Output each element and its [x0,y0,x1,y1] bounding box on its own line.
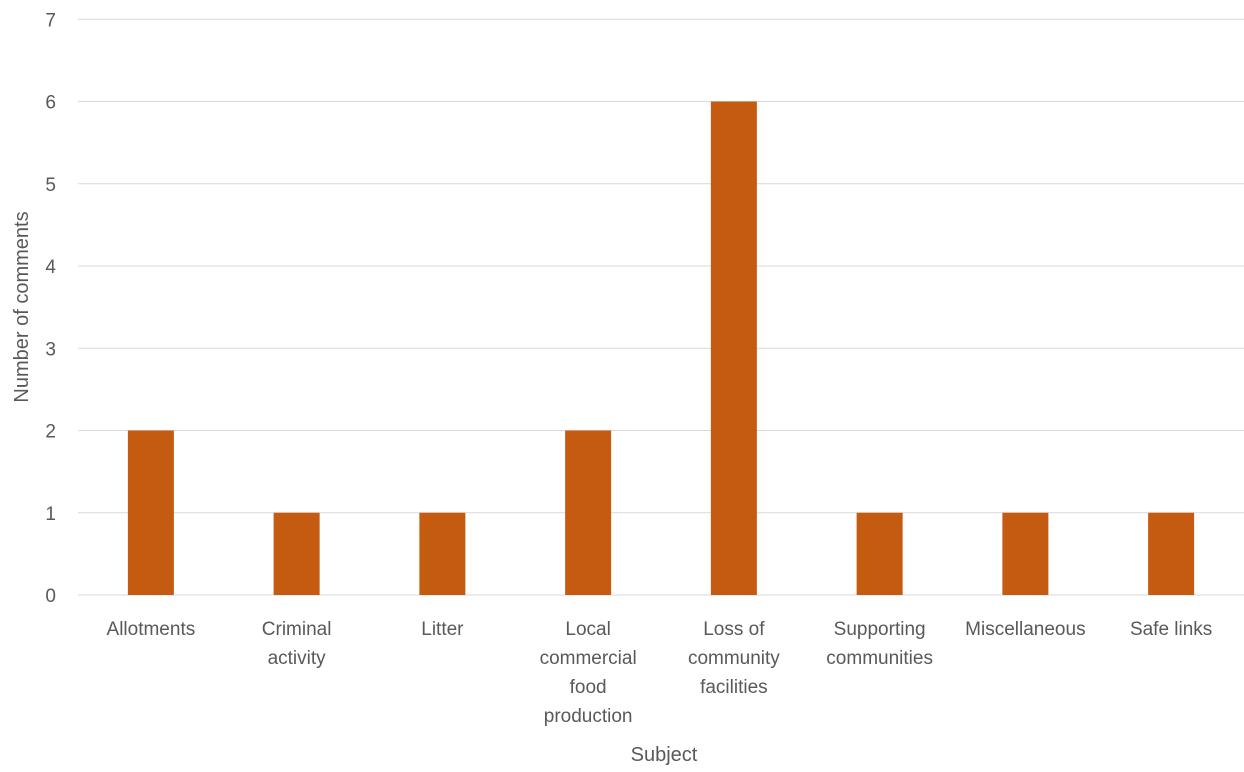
y-tick-label: 4 [45,257,56,278]
y-tick-label: 5 [45,175,56,196]
x-category-label: Local commercial food production [540,619,637,727]
x-category-label: Safe links [1130,619,1212,640]
y-tick-label: 3 [45,339,56,360]
x-category-label: Loss of community facilities [688,619,780,698]
bar [710,101,757,595]
y-tick-label: 1 [45,504,56,525]
x-category-label: Litter [421,619,464,640]
bar [1148,512,1195,595]
bars [127,101,1195,595]
bar [856,512,903,595]
bar [419,512,466,595]
x-category-label: Allotments [107,619,196,640]
y-axis-ticks: 0 1 2 3 4 5 6 7 [45,10,56,607]
gridlines [78,18,1244,596]
x-category-label: Miscellaneous [965,619,1085,640]
y-tick-label: 6 [45,93,56,114]
bar [273,512,320,595]
x-axis-categories: Allotments Criminal activity Litter Local com… [107,619,1213,727]
x-category-label: Supporting communities [826,619,933,669]
y-tick-label: 2 [45,422,56,443]
bar [1002,512,1049,595]
y-tick-label: 0 [45,586,56,607]
bar [127,430,174,595]
x-category-label: Criminal activity [262,619,332,669]
x-axis-title: Subject [631,744,698,766]
bar [565,430,612,595]
y-axis-title: Number of comments [11,211,33,402]
y-tick-label: 7 [45,10,56,31]
